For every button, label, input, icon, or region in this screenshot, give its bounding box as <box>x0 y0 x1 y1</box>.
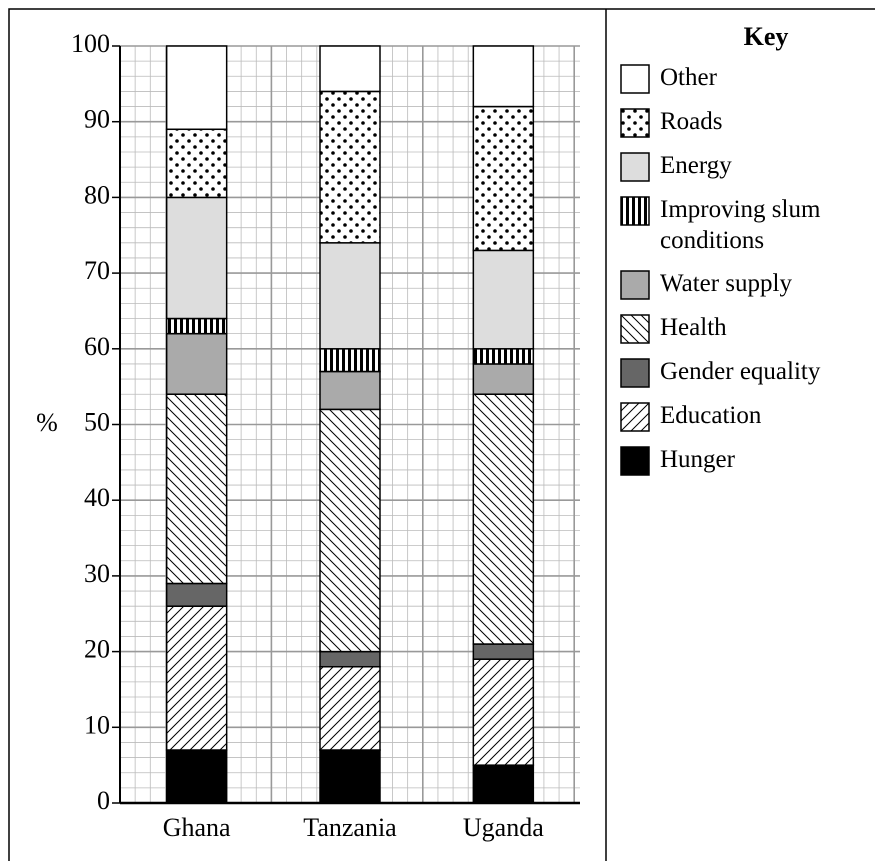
y-tick-label: 0 <box>97 786 110 815</box>
y-tick-label: 50 <box>84 407 110 436</box>
legend-item: Energy <box>620 150 872 182</box>
legend-label: Improving slum conditions <box>660 196 821 254</box>
bar-segment <box>472 764 535 804</box>
legend-item: Education <box>620 400 872 432</box>
bar-segment <box>472 348 535 365</box>
legend-label: Energy <box>660 152 732 179</box>
bar-segment <box>165 605 228 751</box>
y-tick-label: 30 <box>84 559 110 588</box>
x-tick-label: Uganda <box>463 813 544 842</box>
bar-segment <box>165 393 228 585</box>
legend-swatch <box>620 270 650 300</box>
bar-segment <box>319 45 381 93</box>
bar-segment <box>319 650 381 668</box>
bar-segment <box>472 105 535 252</box>
bar-segment <box>165 196 228 320</box>
legend: Key Other Roads Energy Improving slum condi… <box>620 22 872 488</box>
bar-segment <box>472 393 535 645</box>
legend-item: Gender equality <box>620 356 872 388</box>
legend-swatch-box <box>620 196 650 226</box>
legend-label: Gender equality <box>660 358 821 385</box>
bar-segment <box>319 408 381 653</box>
legend-label: Hunger <box>660 446 735 473</box>
legend-swatch <box>620 314 650 344</box>
legend-swatch-box <box>620 152 650 182</box>
legend-title: Key <box>743 22 789 51</box>
y-axis-label: % <box>36 408 58 437</box>
legend-swatch <box>620 108 650 138</box>
legend-item: Health <box>620 312 872 344</box>
y-tick-label: 10 <box>84 710 110 739</box>
legend-swatch-box <box>620 402 650 432</box>
bar-segment <box>319 90 381 244</box>
bar-segment <box>472 249 535 350</box>
legend-label: Health <box>660 314 727 341</box>
legend-swatch-box <box>620 64 650 94</box>
legend-label: Water supply <box>660 270 792 297</box>
legend-swatch <box>620 358 650 388</box>
frame <box>8 8 875 861</box>
bar-segment <box>319 348 381 373</box>
bar-segment <box>319 242 381 350</box>
y-tick-label: 40 <box>84 483 110 512</box>
legend-swatch <box>620 152 650 182</box>
bar-segment <box>165 128 228 199</box>
bar-segment <box>319 665 381 751</box>
bar-segment <box>472 658 535 766</box>
legend-item: Improving slum conditions <box>620 194 872 256</box>
y-tick-label: 80 <box>84 180 110 209</box>
bar-segment <box>165 317 228 335</box>
bar-segment <box>472 643 535 660</box>
legend-item: Water supply <box>620 268 872 300</box>
x-tick-label: Tanzania <box>303 813 397 842</box>
legend-swatch-box <box>620 446 650 476</box>
legend-swatch-box <box>620 108 650 138</box>
legend-swatch <box>620 196 650 226</box>
legend-label: Roads <box>660 108 723 135</box>
bar-segment <box>472 363 535 395</box>
bar-segment <box>165 332 228 395</box>
y-tick-label: 100 <box>71 29 110 58</box>
bar-segment <box>165 45 228 131</box>
y-tick-label: 20 <box>84 635 110 664</box>
legend-item: Hunger <box>620 444 872 476</box>
legend-item: Other <box>620 62 872 94</box>
legend-swatch-box <box>620 270 650 300</box>
legend-label: Other <box>660 64 717 91</box>
x-tick-label: Ghana <box>163 813 231 842</box>
bar-segment <box>165 749 228 804</box>
legend-item: Roads <box>620 106 872 138</box>
legend-swatch <box>620 64 650 94</box>
bar-segment <box>472 45 535 108</box>
legend-swatch <box>620 402 650 432</box>
y-tick-label: 90 <box>84 105 110 134</box>
legend-swatch-box <box>620 358 650 388</box>
bar-segment <box>165 582 228 607</box>
bar-segment <box>319 370 381 411</box>
legend-label: Education <box>660 402 762 429</box>
y-tick-label: 70 <box>84 256 110 285</box>
legend-swatch-box <box>620 314 650 344</box>
y-tick-label: 60 <box>84 332 110 361</box>
legend-swatch <box>620 446 650 476</box>
bar-segment <box>319 749 381 804</box>
